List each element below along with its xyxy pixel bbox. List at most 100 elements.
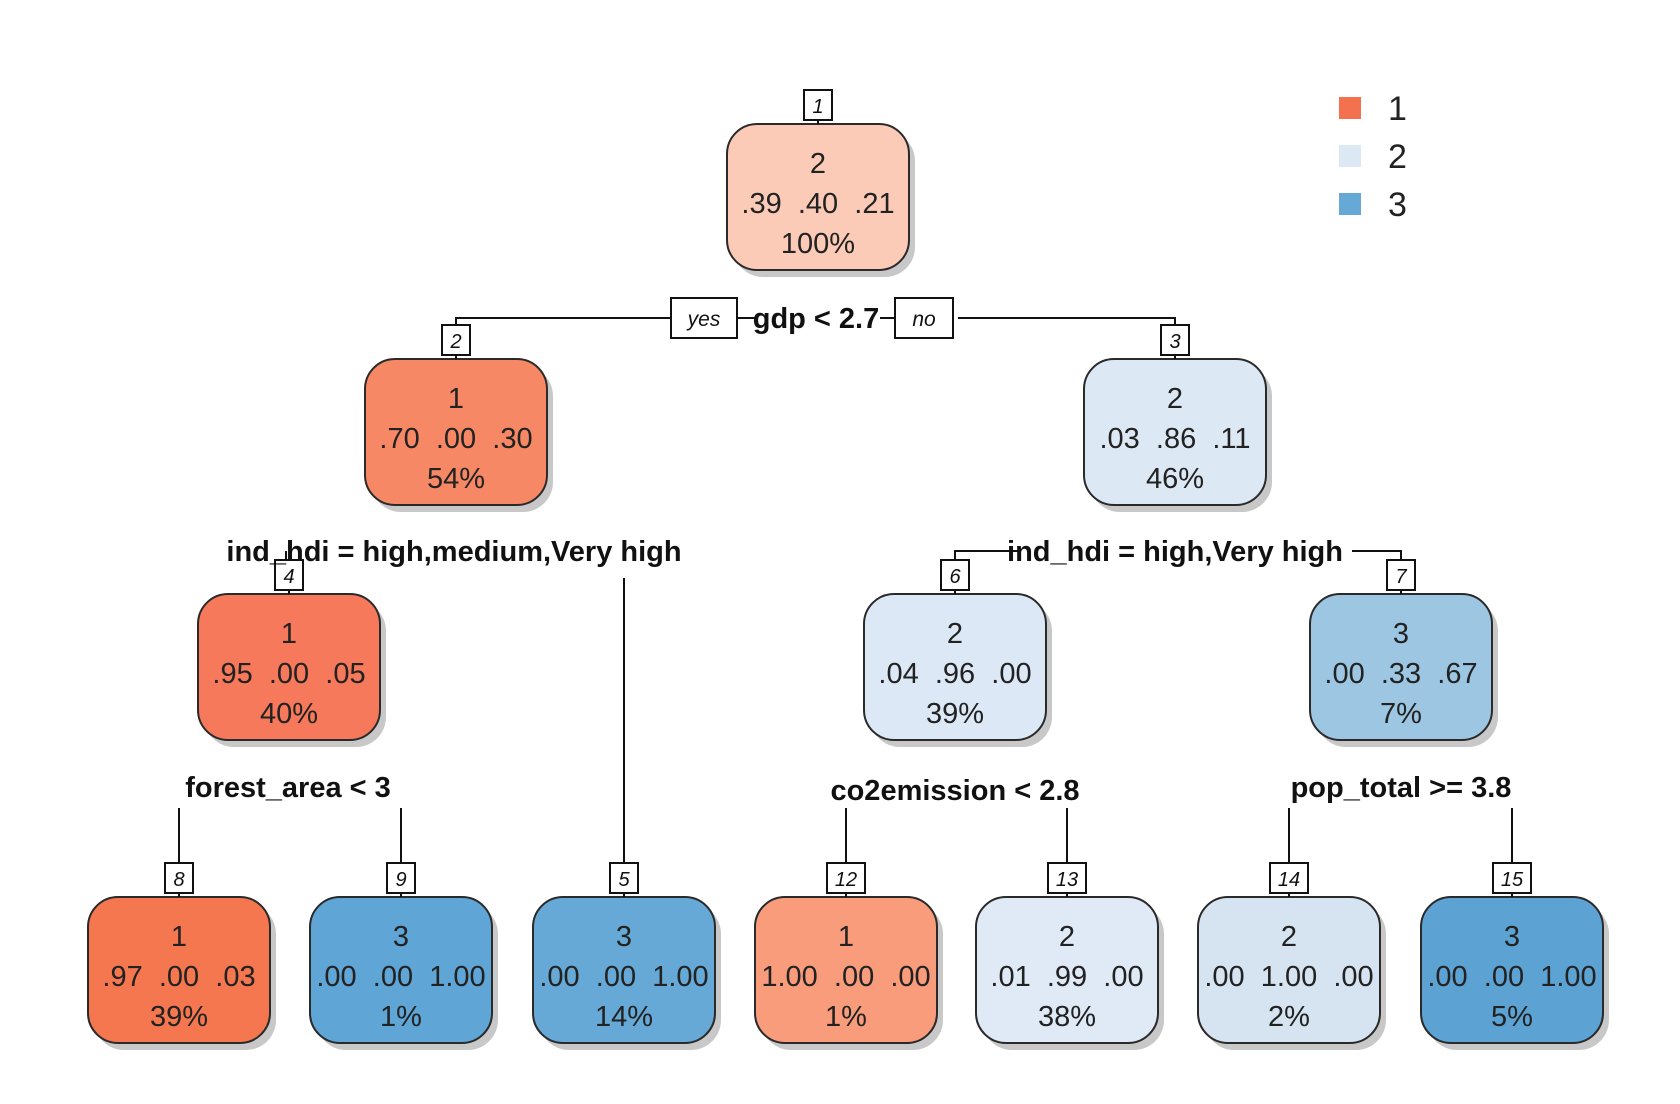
node-probabilities: .03 .86 .11 bbox=[1099, 423, 1250, 455]
node-id-box bbox=[1047, 862, 1087, 894]
node-class-label: 1 bbox=[838, 921, 854, 953]
node-probabilities: .04 .96 .00 bbox=[878, 658, 1031, 690]
tree-node-15: 3 .00 .00 1.00 5% 15 bbox=[1420, 862, 1609, 1050]
node-class-label: 3 bbox=[1393, 618, 1409, 650]
node-percentage: 5% bbox=[1491, 1001, 1533, 1033]
node-probabilities: .00 1.00 .00 bbox=[1204, 961, 1373, 993]
node-id-label: 15 bbox=[1501, 869, 1524, 891]
tree-node-12: 1 1.00 .00 .00 1% 12 bbox=[754, 862, 943, 1050]
branch-no-box bbox=[894, 297, 954, 339]
tree-node-5: 3 .00 .00 1.00 14% 5 bbox=[532, 862, 721, 1050]
node-id-box bbox=[274, 559, 304, 591]
node-id-box bbox=[1386, 559, 1416, 591]
node-id-label: 14 bbox=[1278, 869, 1300, 891]
legend-swatch bbox=[1339, 193, 1361, 215]
node-percentage: 40% bbox=[260, 698, 318, 730]
node-percentage: 1% bbox=[380, 1001, 422, 1033]
node-probabilities: .00 .33 .67 bbox=[1324, 658, 1477, 690]
tree-node-7: 3 .00 .33 .67 7% 7 bbox=[1309, 559, 1498, 747]
node-probabilities: 1.00 .00 .00 bbox=[761, 961, 930, 993]
node-percentage: 1% bbox=[825, 1001, 867, 1033]
split-condition-4: forest_area < 3 bbox=[185, 772, 391, 804]
tree-node-2: 1 .70 .00 .30 54% 2 bbox=[364, 324, 553, 512]
node-id-label: 8 bbox=[173, 869, 184, 891]
node-id-box bbox=[940, 559, 970, 591]
split-condition-2: ind_hdi = high,medium,Very high bbox=[226, 536, 681, 568]
nodes-layer: 2 .39 .40 .21 100% 1 1 .70 .00 .30 54% 2 2 .03 .8… bbox=[87, 89, 1609, 1050]
node-id-label: 7 bbox=[1395, 566, 1407, 588]
node-id-box bbox=[609, 862, 639, 894]
node-percentage: 39% bbox=[150, 1001, 208, 1033]
node-id-label: 4 bbox=[283, 566, 294, 588]
node-percentage: 54% bbox=[427, 463, 485, 495]
branch-no-label: no bbox=[912, 308, 936, 331]
node-probabilities: .39 .40 .21 bbox=[741, 188, 894, 220]
legend-item-2: 2 bbox=[1339, 138, 1407, 176]
node-class-label: 2 bbox=[947, 618, 963, 650]
node-percentage: 39% bbox=[926, 698, 984, 730]
branch-yes-label: yes bbox=[686, 308, 721, 331]
legend-label: 1 bbox=[1388, 90, 1407, 128]
node-percentage: 46% bbox=[1146, 463, 1204, 495]
node-percentage: 7% bbox=[1380, 698, 1422, 730]
node-class-label: 3 bbox=[393, 921, 409, 953]
tree-node-6: 2 .04 .96 .00 39% 6 bbox=[863, 559, 1052, 747]
node-probabilities: .00 .00 1.00 bbox=[1427, 961, 1596, 993]
branch-yes-tag: yes bbox=[670, 297, 738, 339]
tree-node-9: 3 .00 .00 1.00 1% 9 bbox=[309, 862, 498, 1050]
node-percentage: 2% bbox=[1268, 1001, 1310, 1033]
tree-node-4: 1 .95 .00 .05 40% 4 bbox=[197, 559, 386, 747]
legend-swatch bbox=[1339, 145, 1361, 167]
node-probabilities: .01 .99 .00 bbox=[990, 961, 1143, 993]
node-class-label: 1 bbox=[281, 618, 297, 650]
split-condition-3: ind_hdi = high,Very high bbox=[1007, 536, 1343, 568]
node-id-box bbox=[826, 862, 866, 894]
node-class-label: 1 bbox=[448, 383, 464, 415]
tree-node-8: 1 .97 .00 .03 39% 8 bbox=[87, 862, 276, 1050]
edges-layer bbox=[178, 317, 1513, 875]
legend-item-1: 1 bbox=[1339, 90, 1407, 128]
legend-swatch bbox=[1339, 97, 1361, 119]
node-id-label: 5 bbox=[618, 869, 630, 891]
node-id-box bbox=[1492, 862, 1532, 894]
tree-edge bbox=[455, 317, 673, 336]
node-id-label: 2 bbox=[449, 331, 461, 353]
node-probabilities: .00 .00 1.00 bbox=[316, 961, 485, 993]
node-id-label: 12 bbox=[835, 869, 857, 891]
node-id-box bbox=[1269, 862, 1309, 894]
legend-item-3: 3 bbox=[1339, 186, 1407, 224]
node-id-label: 9 bbox=[395, 869, 406, 891]
tree-node-1: 2 .39 .40 .21 100% 1 bbox=[726, 89, 915, 277]
split-condition-1: gdp < 2.7 bbox=[753, 303, 880, 335]
node-class-label: 1 bbox=[171, 921, 187, 953]
node-percentage: 38% bbox=[1038, 1001, 1096, 1033]
node-id-box bbox=[1160, 324, 1190, 356]
tree-node-3: 2 .03 .86 .11 46% 3 bbox=[1083, 324, 1272, 512]
branch-yes-box bbox=[670, 297, 738, 339]
node-id-box bbox=[164, 862, 194, 894]
split-condition-7: pop_total >= 3.8 bbox=[1291, 772, 1512, 804]
node-id-box bbox=[441, 324, 471, 356]
tree-edge bbox=[958, 317, 1176, 336]
node-percentage: 100% bbox=[781, 228, 855, 260]
legend: 1 2 3 bbox=[1339, 90, 1407, 224]
node-class-label: 3 bbox=[1504, 921, 1520, 953]
node-id-box bbox=[803, 89, 833, 121]
node-id-label: 1 bbox=[812, 96, 823, 118]
node-class-label: 2 bbox=[810, 148, 826, 180]
node-id-label: 6 bbox=[949, 566, 961, 588]
node-class-label: 3 bbox=[616, 921, 632, 953]
node-class-label: 2 bbox=[1281, 921, 1297, 953]
node-probabilities: .00 .00 1.00 bbox=[539, 961, 708, 993]
node-percentage: 14% bbox=[595, 1001, 653, 1033]
node-id-label: 13 bbox=[1056, 869, 1078, 891]
node-class-label: 2 bbox=[1167, 383, 1183, 415]
tree-node-14: 2 .00 1.00 .00 2% 14 bbox=[1197, 862, 1386, 1050]
node-id-label: 3 bbox=[1169, 331, 1180, 353]
tree-node-13: 2 .01 .99 .00 38% 13 bbox=[975, 862, 1164, 1050]
node-probabilities: .95 .00 .05 bbox=[212, 658, 365, 690]
split-condition-6: co2emission < 2.8 bbox=[830, 775, 1079, 807]
legend-label: 2 bbox=[1388, 138, 1407, 176]
splits-layer: gdp < 2.7 ind_hdi = high,medium,Very high… bbox=[185, 297, 1512, 807]
